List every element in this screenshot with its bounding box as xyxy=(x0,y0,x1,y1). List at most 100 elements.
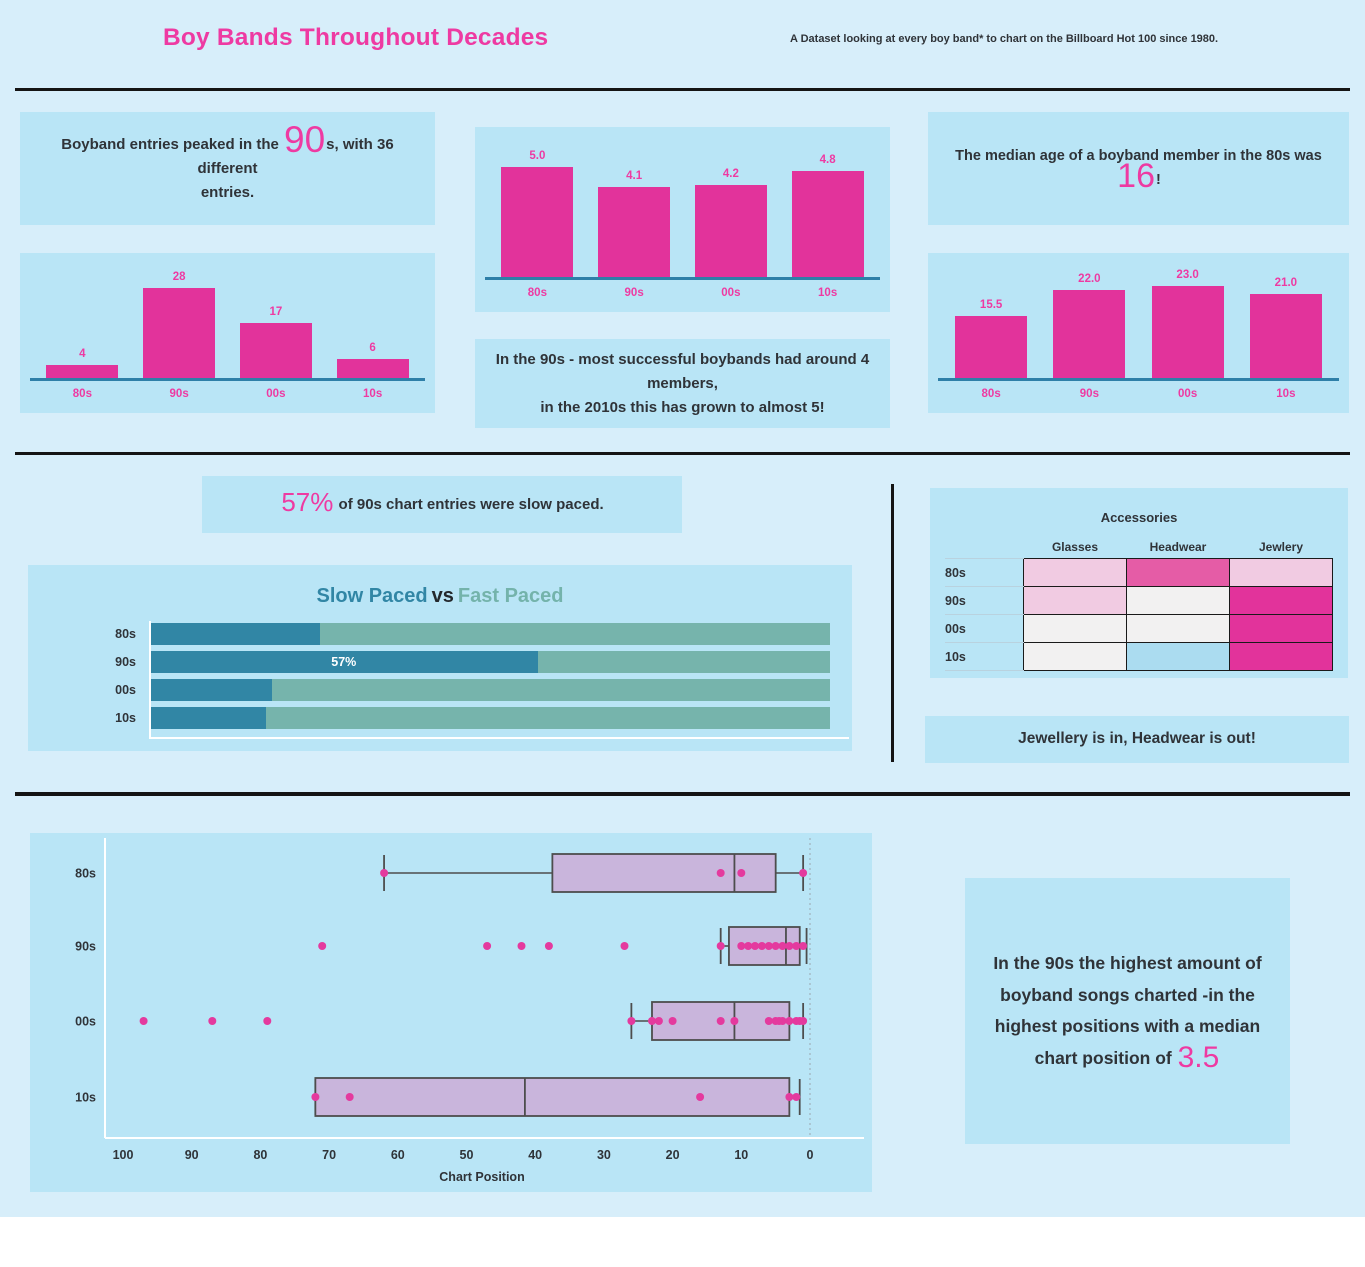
song-point[interactable] xyxy=(716,942,725,950)
song-point[interactable] xyxy=(716,869,725,877)
song-point[interactable] xyxy=(757,942,766,950)
song-point[interactable] xyxy=(744,942,753,950)
heatmap-cell-10s-glasses[interactable] xyxy=(1023,642,1127,671)
song-point[interactable] xyxy=(620,942,629,950)
song-point[interactable] xyxy=(785,942,794,950)
heatmap-cell-00s-jewlery[interactable] xyxy=(1229,614,1333,643)
heatmap-cell-00s-headwear[interactable] xyxy=(1126,614,1230,643)
box-10s[interactable] xyxy=(314,1077,791,1117)
song-point[interactable] xyxy=(792,1093,801,1101)
heatmap-cell-90s-headwear[interactable] xyxy=(1126,586,1230,615)
x-axis-title: Chart Position xyxy=(439,1170,524,1184)
song-point[interactable] xyxy=(751,942,759,950)
bar-column: 4.2 xyxy=(683,168,780,277)
song-point[interactable] xyxy=(696,1093,705,1101)
bar-column: 4 xyxy=(34,348,131,378)
x-tick-label: 50 xyxy=(460,1148,474,1162)
chart-position-boxplot-panel: 80s 90s 00s 10s 100 90 80 70 60 50 40 30 20 10 0 Chart … xyxy=(30,833,872,1192)
song-point[interactable] xyxy=(380,869,389,877)
bar[interactable] xyxy=(1151,286,1224,378)
song-point[interactable] xyxy=(737,942,746,950)
song-point[interactable] xyxy=(139,1017,148,1025)
heatmap-cell-90s-glasses[interactable] xyxy=(1023,586,1127,615)
bar-value-label: 22.0 xyxy=(1078,273,1101,285)
slow-paced-segment[interactable]: 57% xyxy=(150,651,538,673)
bar-value-label: 23.0 xyxy=(1176,269,1199,281)
slow-paced-segment[interactable] xyxy=(150,623,320,645)
song-point[interactable] xyxy=(799,1017,808,1025)
bar[interactable] xyxy=(598,186,671,277)
song-point[interactable] xyxy=(627,1017,636,1025)
heatmap-cell-00s-glasses[interactable] xyxy=(1023,614,1127,643)
song-point[interactable] xyxy=(771,942,780,950)
song-point[interactable] xyxy=(799,942,808,950)
bar[interactable] xyxy=(336,358,409,378)
song-point[interactable] xyxy=(544,942,553,950)
bar-column: 21.0 xyxy=(1237,277,1335,378)
song-point[interactable] xyxy=(345,1093,354,1101)
slow-paced-segment[interactable] xyxy=(150,679,273,701)
song-point[interactable] xyxy=(311,1093,320,1101)
song-point[interactable] xyxy=(785,1093,794,1101)
song-point[interactable] xyxy=(263,1017,272,1025)
bar-column: 28 xyxy=(131,271,228,378)
heatmap-cell-10s-jewlery[interactable] xyxy=(1229,642,1333,671)
page-subtitle: A Dataset looking at every boy band* to … xyxy=(790,33,1219,45)
song-point[interactable] xyxy=(778,1017,787,1025)
bar-column: 4.8 xyxy=(779,154,876,277)
song-point[interactable] xyxy=(654,1017,663,1025)
fast-paced-segment[interactable] xyxy=(272,679,830,701)
song-point[interactable] xyxy=(778,942,787,950)
song-point[interactable] xyxy=(208,1017,217,1025)
heatmap-cell-80s-jewlery[interactable] xyxy=(1229,558,1333,587)
pace-bar-track xyxy=(150,707,830,729)
song-point[interactable] xyxy=(730,1017,739,1025)
heatmap-row: 90s xyxy=(945,586,1333,615)
bar[interactable] xyxy=(1249,294,1322,378)
fast-paced-segment[interactable] xyxy=(320,623,830,645)
heatmap-cell-10s-headwear[interactable] xyxy=(1126,642,1230,671)
song-point[interactable] xyxy=(668,1017,677,1025)
song-point[interactable] xyxy=(764,942,773,950)
fast-paced-segment[interactable] xyxy=(265,707,830,729)
bar[interactable] xyxy=(1053,290,1126,378)
song-point[interactable] xyxy=(716,1017,725,1025)
pace-bar-track: 57% xyxy=(150,651,830,673)
x-tick-label: 10 xyxy=(734,1148,748,1162)
bar[interactable] xyxy=(143,288,216,378)
members-bar-chart: 5.0 4.1 4.2 4.8 80s 90s 00s 10s xyxy=(475,127,890,312)
song-point[interactable] xyxy=(318,942,327,950)
bar-value-label: 15.5 xyxy=(979,299,1003,311)
heatmap-cell-80s-glasses[interactable] xyxy=(1023,558,1127,587)
bar[interactable] xyxy=(694,184,767,277)
pace-chart-title: Slow Paced vs Fast Paced xyxy=(316,585,564,607)
bar[interactable] xyxy=(239,323,312,378)
fast-paced-segment[interactable] xyxy=(537,651,830,673)
song-point[interactable] xyxy=(785,1017,794,1025)
bar[interactable] xyxy=(791,171,864,277)
song-point[interactable] xyxy=(648,1017,656,1025)
heatmap-column-header: Jewlery xyxy=(1258,540,1304,554)
song-point[interactable] xyxy=(799,869,808,877)
pace-row: 00s xyxy=(28,679,852,701)
bar-category-label: 80s xyxy=(527,287,547,299)
song-point[interactable] xyxy=(792,942,801,950)
row-label-10s: 10s xyxy=(75,1091,96,1105)
title-fast-paced: Fast Paced xyxy=(457,585,564,607)
song-point[interactable] xyxy=(517,942,526,950)
bar[interactable] xyxy=(955,316,1028,378)
slow-paced-segment[interactable] xyxy=(150,707,266,729)
bar[interactable] xyxy=(46,365,119,378)
bar-category-label: 00s xyxy=(721,287,741,299)
bar-column: 15.5 xyxy=(942,299,1040,378)
heatmap-cell-80s-headwear[interactable] xyxy=(1126,558,1230,587)
song-point[interactable] xyxy=(737,869,746,877)
song-point[interactable] xyxy=(764,1017,773,1025)
pace-row: 90s 57% xyxy=(28,651,852,673)
x-tick-label: 80 xyxy=(253,1148,267,1162)
chart-position-boxplot: 80s 90s 00s 10s 100 90 80 70 60 50 40 30 20 10 0 Chart … xyxy=(30,833,872,1197)
bar[interactable] xyxy=(501,167,574,277)
x-tick-label: 60 xyxy=(391,1148,405,1162)
heatmap-cell-90s-jewlery[interactable] xyxy=(1229,586,1333,615)
song-point[interactable] xyxy=(483,942,492,950)
